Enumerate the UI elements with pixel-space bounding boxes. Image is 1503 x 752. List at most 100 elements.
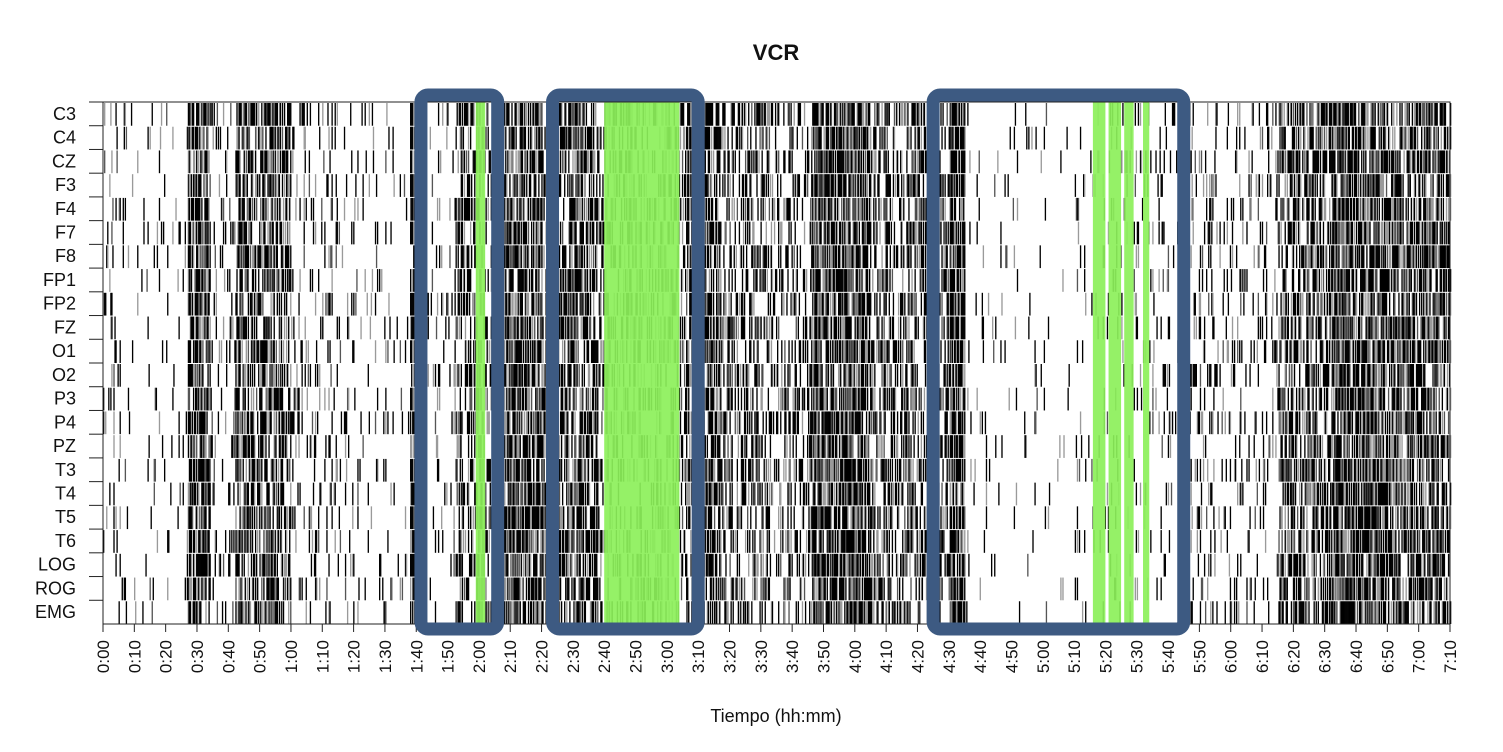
heat-cell (201, 245, 203, 269)
heat-cell (473, 292, 475, 316)
heat-cell (679, 197, 682, 221)
heat-cell (200, 150, 202, 174)
heat-cell (134, 577, 136, 601)
heat-cell (569, 126, 571, 150)
heat-cell (110, 387, 112, 411)
heat-cell (437, 103, 440, 126)
heat-cell (198, 364, 200, 387)
heat-cell (296, 174, 298, 197)
heat-cell (280, 482, 283, 506)
heat-cell (572, 387, 574, 411)
heat-cell (679, 364, 682, 387)
heat-cell (153, 482, 155, 506)
heat-cell (542, 530, 544, 553)
heat-cell (591, 269, 594, 292)
heat-cell (264, 150, 266, 174)
heat-cell (195, 316, 197, 340)
heat-cell (199, 506, 201, 530)
heat-cell (718, 506, 720, 530)
heat-cell (719, 411, 721, 435)
heat-cell (728, 292, 730, 316)
heat-cell (294, 387, 296, 411)
heat-cell (524, 103, 527, 126)
heat-cell (251, 150, 254, 174)
heat-cell (459, 269, 461, 292)
heat-cell (596, 458, 598, 482)
heat-cell (517, 482, 519, 506)
heat-cell (254, 269, 257, 292)
heat-cell (459, 435, 461, 458)
heat-cell (564, 411, 566, 435)
heat-cell (710, 245, 713, 269)
heat-cell (544, 411, 546, 435)
heat-cell (191, 364, 194, 387)
heat-cell (522, 221, 525, 245)
heat-cell (246, 577, 249, 601)
heat-cell (570, 553, 572, 577)
heat-cell (721, 411, 723, 435)
heat-cell (725, 601, 727, 624)
heat-cell (364, 577, 366, 601)
heat-cell (560, 553, 563, 577)
heat-cell (688, 340, 690, 363)
heat-cell (538, 269, 540, 292)
heat-cell (273, 197, 275, 221)
heat-cell (573, 126, 575, 150)
heat-cell (272, 577, 274, 601)
heat-cell (537, 458, 539, 482)
heat-cell (682, 197, 685, 221)
heat-cell (529, 482, 532, 506)
heat-cell (455, 458, 457, 482)
heat-cell (270, 364, 272, 387)
heat-cell (427, 316, 429, 340)
heat-cell (266, 103, 268, 126)
heat-cell (245, 601, 247, 624)
heat-cell (204, 577, 206, 601)
heat-cell (571, 269, 573, 292)
heat-cell (707, 458, 710, 482)
heat-cell (314, 221, 317, 245)
heat-cell (580, 530, 582, 553)
heat-cell (276, 387, 278, 411)
heat-cell (566, 387, 568, 411)
heat-cell (282, 150, 285, 174)
heat-cell (329, 150, 331, 174)
heat-cell (518, 245, 520, 269)
heat-cell (598, 458, 600, 482)
heat-cell (712, 387, 715, 411)
heat-cell (115, 506, 117, 530)
heat-cell (316, 411, 319, 435)
heat-cell (137, 245, 139, 269)
heat-cell (208, 458, 210, 482)
heat-cell (195, 411, 197, 435)
heat-cell (513, 577, 515, 601)
heat-cell (469, 387, 472, 411)
heat-cell (284, 197, 287, 221)
heat-cell (248, 126, 251, 150)
heat-cell (559, 316, 562, 340)
heat-cell (279, 150, 282, 174)
heat-cell (570, 506, 572, 530)
heat-cell (687, 364, 689, 387)
heat-cell (249, 103, 252, 126)
heat-cell (325, 601, 327, 624)
heat-cell (579, 292, 581, 316)
heat-cell (438, 197, 441, 221)
heat-cell (272, 269, 274, 292)
heat-cell (591, 530, 594, 553)
heat-cell (379, 553, 381, 577)
heat-cell (193, 482, 196, 506)
heat-cell (565, 126, 567, 150)
heat-cell (232, 435, 234, 458)
heat-cell (533, 245, 535, 269)
heat-cell (716, 269, 718, 292)
heat-cell (259, 506, 261, 530)
heat-cell (569, 197, 571, 221)
heat-cell (583, 245, 586, 269)
heat-cell (535, 553, 537, 577)
heat-cell (334, 126, 336, 150)
heat-cell (574, 316, 576, 340)
heat-cell (111, 316, 113, 340)
heat-cell (524, 292, 527, 316)
heat-cell (368, 411, 370, 435)
